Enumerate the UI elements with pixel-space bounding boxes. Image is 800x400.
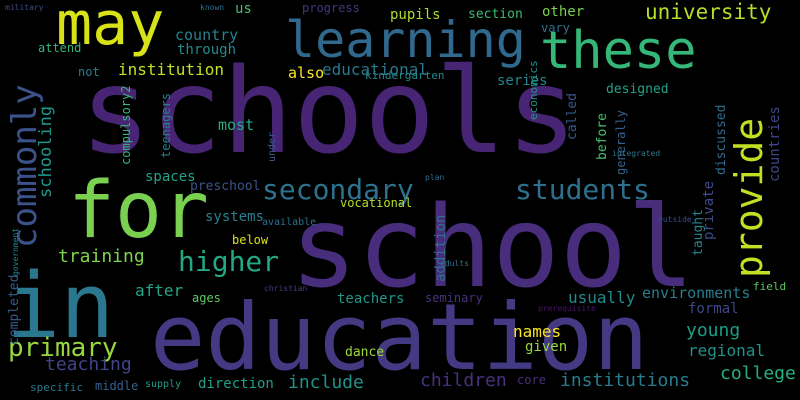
word-university: university xyxy=(645,0,772,24)
word-prerequisite: prerequisite xyxy=(538,304,596,313)
word-outside: outside xyxy=(658,215,692,224)
word-compulsory2: compulsory2 xyxy=(119,85,133,165)
word-preschool: preschool xyxy=(190,179,261,194)
word-higher: higher xyxy=(178,245,280,278)
word-section: section xyxy=(468,7,523,22)
word-military: military xyxy=(5,3,44,12)
word-generally: generally xyxy=(614,109,628,175)
word-for: for xyxy=(68,166,209,256)
word-completed: completed xyxy=(7,274,22,345)
word-direction: direction xyxy=(198,376,274,392)
word-educational: educational xyxy=(322,60,428,79)
word-primary: primary xyxy=(8,333,118,363)
word-in: in xyxy=(6,254,115,359)
word-regional: regional xyxy=(688,341,766,360)
word-spaces: spaces xyxy=(145,169,196,185)
word-through: through xyxy=(177,42,237,58)
word-also: also xyxy=(288,64,325,82)
word-students: students xyxy=(515,173,650,206)
word-may: may xyxy=(56,0,165,59)
word-training: training xyxy=(58,246,145,267)
word-provide: provide xyxy=(727,117,771,278)
word-usually: usually xyxy=(568,288,636,307)
word-supply: supply xyxy=(145,379,182,390)
word-core: core xyxy=(517,373,546,387)
word-taught: taught xyxy=(691,209,706,256)
word-pupils: pupils xyxy=(390,7,441,23)
word-called: called xyxy=(565,93,580,140)
word-series: series xyxy=(497,73,548,89)
word-college: college xyxy=(720,363,796,384)
word-young: young xyxy=(686,320,741,341)
word-teachers: teachers xyxy=(337,291,405,307)
word-available: available xyxy=(262,217,317,228)
word-environments: environments xyxy=(642,284,751,302)
word-teenagers: teenagers xyxy=(159,92,173,158)
word-plan: plan xyxy=(425,173,445,182)
word-vary: vary xyxy=(541,21,570,35)
word-school: school xyxy=(290,183,695,313)
word-institutions: institutions xyxy=(560,370,691,391)
word-vocational: vocational xyxy=(340,196,413,210)
word-before: before xyxy=(595,113,610,160)
word-not: not xyxy=(78,65,100,79)
word-us: us xyxy=(235,1,252,17)
word-given: given xyxy=(525,339,568,355)
word-dance: dance xyxy=(345,345,385,360)
word-formal: formal xyxy=(688,301,739,317)
word-ages: ages xyxy=(192,291,221,305)
word-learning: learning xyxy=(285,11,526,69)
word-schools: schools xyxy=(80,42,578,180)
word-seminary: seminary xyxy=(425,291,483,305)
word-schooling: schooling xyxy=(36,105,56,198)
word-secondary: secondary xyxy=(262,173,414,206)
word-systems: systems xyxy=(205,209,265,225)
word-progress: progress xyxy=(302,1,360,15)
word-country: country xyxy=(175,26,239,44)
word-children: children xyxy=(420,370,507,391)
word-middle: middle xyxy=(95,379,139,393)
word-most: most xyxy=(218,116,255,134)
word-names: names xyxy=(513,322,562,341)
word-attend: attend xyxy=(38,41,82,55)
word-under: under xyxy=(267,131,278,162)
word-discussed: discussed xyxy=(714,104,729,175)
word-other: other xyxy=(542,4,585,20)
word-below: below xyxy=(232,233,269,247)
word-specific: specific xyxy=(30,381,83,394)
word-after: after xyxy=(135,281,184,300)
word-institution: institution xyxy=(118,60,224,79)
word-teaching: teaching xyxy=(45,354,132,375)
word-adults: adults xyxy=(440,259,469,268)
word-addition: addition xyxy=(433,214,449,282)
word-designed: designed xyxy=(606,82,669,97)
word-economics: economics xyxy=(527,60,540,120)
word-countries: countries xyxy=(767,106,783,182)
word-education: education xyxy=(150,284,649,391)
word-kindergarten: kindergarten xyxy=(365,69,445,82)
word-field: field xyxy=(753,280,787,293)
word-known: known xyxy=(200,3,225,12)
word-integrated: integrated xyxy=(612,149,661,158)
word-christian: christian xyxy=(264,284,308,293)
word-include: include xyxy=(288,372,364,393)
word-these: these xyxy=(540,21,697,81)
word-government: government xyxy=(11,227,20,276)
